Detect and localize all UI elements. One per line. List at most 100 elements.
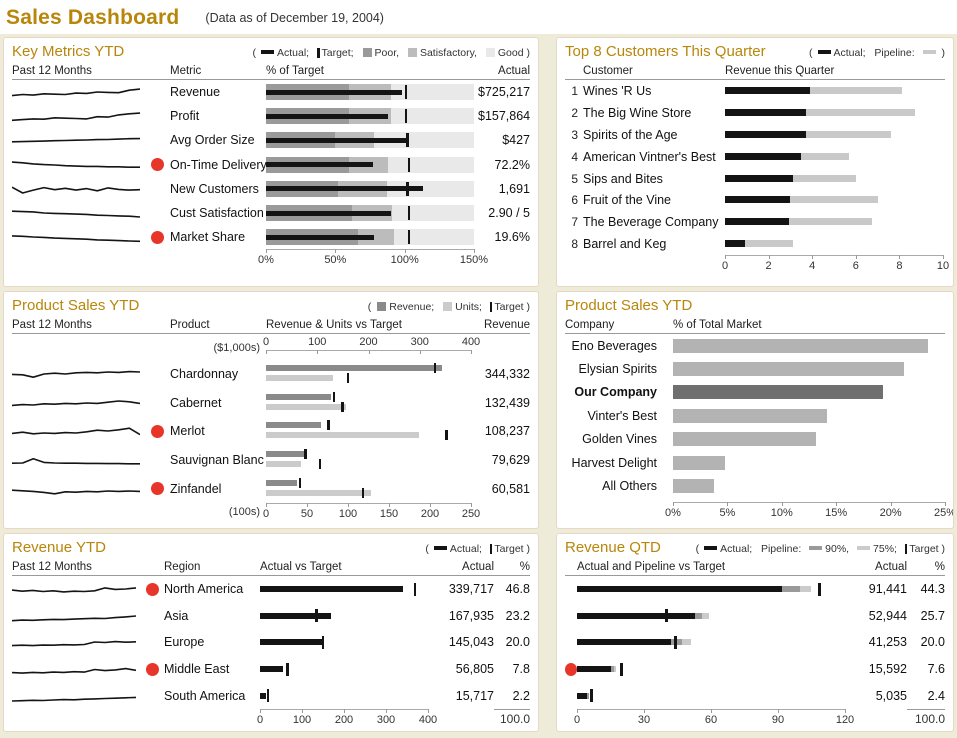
- axis-tick-label: 150%: [459, 254, 489, 267]
- axis-tick-label: 200: [420, 507, 440, 520]
- axis-tick-label: 10: [936, 260, 950, 273]
- actual-value: 91,441: [868, 582, 907, 597]
- alert-dot-icon: [150, 482, 164, 496]
- axis-tick-label: 250: [461, 507, 481, 520]
- axis-tick-label: 400: [418, 713, 438, 726]
- col-company: Company: [565, 319, 615, 331]
- axis-tick-label: 6: [852, 260, 859, 273]
- table-row: Merlot 108,237: [12, 417, 530, 446]
- panel-top: Key Metrics YTD (Actual; Target; Poor, Sa…: [12, 43, 530, 64]
- chart-legend: (Actual; Target; Poor, Satisfactory, Goo…: [252, 47, 530, 59]
- table-row: Profit $157,864: [12, 104, 530, 128]
- metric-value: $725,217: [478, 85, 531, 100]
- sparkline-cell: [12, 685, 140, 707]
- panel-top: Top 8 Customers This Quarter (Actual; Pip…: [565, 43, 945, 64]
- actual-vs-target-chart: [260, 662, 432, 677]
- table-row: 41,253 20.0: [565, 629, 945, 656]
- actual-pipeline-chart: [577, 688, 853, 703]
- sparkline: [12, 696, 136, 702]
- customer-rank: 1: [571, 83, 578, 98]
- actual-vs-target-chart: [260, 608, 432, 623]
- customer-name: Wines 'R Us: [583, 83, 652, 98]
- metric-value: 72.2%: [494, 157, 530, 172]
- pipeline-bar: [789, 218, 873, 226]
- actual-bar: [577, 666, 611, 673]
- actual-vs-target-chart: [260, 582, 432, 597]
- revenue-bar: [266, 451, 304, 458]
- sparkline: [12, 112, 140, 122]
- column-headers: Past 12 Months Region Actual vs Target Actu…: [12, 561, 530, 576]
- revenue-units-chart: [266, 361, 478, 387]
- axis-tick: [344, 708, 345, 713]
- actual-bar: [260, 666, 284, 673]
- table-row: Our Company: [565, 381, 945, 404]
- customer-rank: 3: [571, 127, 578, 142]
- revenue-units-chart: [266, 418, 478, 444]
- market-share-bar: [673, 362, 904, 377]
- product-label: Zinfandel: [170, 481, 222, 496]
- axis-tick-label: 15%: [825, 506, 848, 519]
- axis-tick: [836, 501, 838, 506]
- sparkline-cell: [12, 81, 144, 103]
- sparkline-cell: [12, 448, 144, 472]
- customer-bar: [725, 240, 945, 248]
- target-tick: [406, 133, 409, 148]
- panel-title: Top 8 Customers This Quarter: [565, 43, 766, 60]
- col-market-pct: % of Total Market: [673, 319, 762, 331]
- axis-tick: [577, 708, 578, 713]
- legend-target-tick-icon: [317, 48, 320, 58]
- top-customers-panel: Top 8 Customers This Quarter (Actual; Pip…: [556, 37, 954, 287]
- col-actual-vs-target: Actual vs Target: [260, 561, 342, 573]
- pipeline-75-bar: [681, 639, 691, 646]
- table-row: Elysian Spirits: [565, 357, 945, 380]
- revenue-value: 132,439: [484, 395, 530, 410]
- customer-rank: 4: [571, 149, 578, 164]
- metric-value: 1,691: [498, 181, 530, 196]
- col-past12: Past 12 Months: [12, 319, 92, 331]
- actual-pipeline-chart: [577, 608, 853, 623]
- revenue-units-chart: [266, 476, 478, 502]
- actual-bar: [266, 137, 407, 143]
- market-share-panel: Product Sales YTD Company % of Total Marke…: [556, 291, 954, 529]
- customer-rank: 5: [571, 171, 578, 186]
- table-row: New Customers 1,691: [12, 177, 530, 201]
- metric-label: Revenue: [170, 85, 221, 100]
- actual-value: 5,035: [875, 688, 907, 703]
- axis-tick-label: 4: [809, 260, 816, 273]
- customer-bar: [725, 218, 945, 226]
- alert-cell: [144, 158, 170, 172]
- target-tick: [266, 689, 270, 703]
- market-bar-cell: [665, 385, 945, 400]
- target-tick: [404, 85, 408, 100]
- market-share-bar: [673, 408, 828, 423]
- panel-top: Product Sales YTD (Revenue; Units; Target…: [12, 297, 530, 318]
- units-bar: [266, 461, 302, 468]
- product-label: Chardonnay: [170, 367, 239, 382]
- legend-swatch-icon: [433, 546, 447, 551]
- customer-rank: 7: [571, 215, 578, 230]
- axis-tick: [855, 255, 857, 260]
- sparkline: [12, 427, 140, 436]
- actual-vs-target-chart: [260, 688, 432, 703]
- legend-swatch-icon: [922, 50, 936, 55]
- axis-tick-label: 20%: [879, 506, 902, 519]
- chart-legend: (Actual; Pipeline: 90%, 75%; Target ): [695, 543, 945, 555]
- revenue-target-tick: [332, 391, 336, 402]
- pct-value: 46.8: [505, 582, 530, 597]
- axis-tick-label: 0: [262, 336, 270, 348]
- customer-rank: 8: [571, 237, 578, 252]
- table-row: 4 American Vintner's Best: [565, 146, 945, 168]
- sparkline: [12, 235, 140, 243]
- alert-dot-icon: [150, 424, 164, 438]
- col-past12: Past 12 Months: [12, 561, 92, 573]
- pipeline-bar: [810, 86, 902, 94]
- metric-label: On-Time Delivery: [170, 157, 267, 172]
- axis-tick: [673, 501, 674, 506]
- table-row: Harvest Delight: [565, 451, 945, 474]
- market-share-bar: [673, 385, 883, 400]
- target-tick: [321, 635, 325, 649]
- table-row: 3 Spirits of the Age: [565, 124, 945, 146]
- actual-value: 339,717: [448, 582, 494, 597]
- sparkline-cell: [12, 129, 144, 151]
- units-target-tick: [318, 459, 322, 470]
